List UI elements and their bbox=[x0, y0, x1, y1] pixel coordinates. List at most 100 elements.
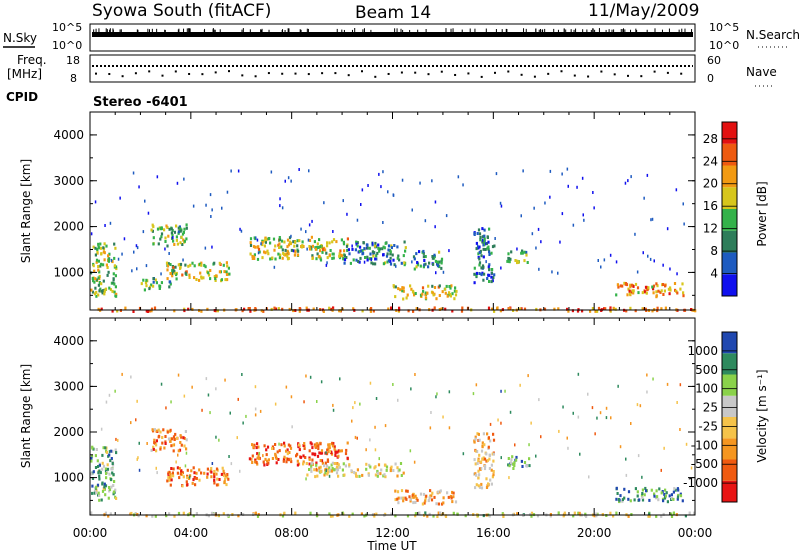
heatmap-cell bbox=[331, 444, 335, 448]
heatmap-cell bbox=[106, 266, 109, 269]
heatmap-cell bbox=[399, 288, 402, 292]
heatmap-cell bbox=[175, 460, 177, 464]
heatmap-cell bbox=[520, 307, 523, 311]
heatmap-cell bbox=[489, 478, 492, 482]
heatmap-cell bbox=[348, 252, 351, 256]
heatmap-cell bbox=[160, 226, 163, 230]
heatmap-cell bbox=[97, 283, 100, 287]
heatmap-cell bbox=[476, 244, 479, 248]
heatmap-cell bbox=[332, 230, 334, 233]
heatmap-cell bbox=[531, 232, 534, 236]
heatmap-cell bbox=[636, 270, 639, 274]
heatmap-cell bbox=[585, 514, 588, 518]
heatmap-cell bbox=[344, 452, 348, 456]
heatmap-cell bbox=[106, 273, 109, 277]
colorbar-tick-label: -25 bbox=[698, 419, 718, 433]
heatmap-cell bbox=[249, 241, 252, 245]
heatmap-cell bbox=[445, 284, 448, 288]
heatmap-cell bbox=[488, 467, 491, 470]
colorbar-tick-label: 100 bbox=[695, 382, 718, 396]
heatmap-cell bbox=[526, 261, 529, 264]
heatmap-cell bbox=[266, 249, 269, 253]
heatmap-cell bbox=[428, 261, 431, 265]
heatmap-cell bbox=[121, 372, 123, 376]
heatmap-cell bbox=[493, 273, 496, 277]
heatmap-cell bbox=[191, 307, 194, 311]
heatmap-cell bbox=[354, 248, 357, 252]
heatmap-cell bbox=[282, 251, 285, 255]
heatmap-cell bbox=[516, 247, 518, 251]
heatmap-cell bbox=[378, 247, 381, 251]
heatmap-cell bbox=[559, 240, 561, 244]
heatmap-cell bbox=[487, 273, 490, 277]
heatmap-cell bbox=[373, 244, 377, 248]
heatmap-cell bbox=[314, 475, 317, 479]
heatmap-cell bbox=[609, 511, 612, 515]
heatmap-cell bbox=[442, 415, 444, 419]
heatmap-cell bbox=[111, 471, 114, 475]
heatmap-cell bbox=[480, 486, 484, 490]
heatmap-cell bbox=[483, 234, 486, 238]
heatmap-cell bbox=[482, 247, 485, 251]
heatmap-cell bbox=[419, 181, 421, 185]
heatmap-cell bbox=[371, 241, 374, 245]
heatmap-cell bbox=[365, 462, 368, 466]
heatmap-cell bbox=[416, 261, 419, 264]
heatmap-cell bbox=[430, 498, 434, 502]
heatmap-cell bbox=[310, 469, 313, 473]
heatmap-cell bbox=[254, 385, 257, 389]
heatmap-cell bbox=[605, 406, 608, 410]
heatmap-cell bbox=[399, 462, 403, 465]
heatmap-cell bbox=[110, 485, 113, 489]
heatmap-cell bbox=[189, 263, 192, 267]
heatmap-cell bbox=[176, 242, 179, 246]
velocity-colorbar-label: Velocity [m s⁻¹] bbox=[755, 369, 769, 462]
heatmap-cell bbox=[669, 286, 672, 290]
heatmap-cell bbox=[305, 306, 308, 310]
heatmap-cell bbox=[361, 309, 364, 313]
heatmap-cell bbox=[147, 211, 150, 215]
heatmap-cell bbox=[277, 252, 280, 256]
heatmap-cell bbox=[97, 276, 100, 280]
heatmap-cell bbox=[481, 240, 484, 244]
heatmap-cell bbox=[326, 261, 328, 265]
heatmap-cell bbox=[332, 238, 336, 242]
heatmap-cell bbox=[287, 243, 291, 247]
heatmap-cell bbox=[143, 288, 146, 292]
heatmap-cell bbox=[179, 472, 182, 476]
heatmap-cell bbox=[168, 478, 171, 482]
heatmap-cell bbox=[195, 278, 198, 281]
heatmap-cell bbox=[117, 257, 120, 261]
heatmap-cell bbox=[325, 451, 327, 455]
heatmap-cell bbox=[215, 387, 217, 391]
heatmap-cell bbox=[335, 465, 339, 469]
heatmap-cell bbox=[416, 263, 419, 267]
heatmap-cell bbox=[104, 287, 108, 291]
heatmap-cell bbox=[142, 278, 145, 282]
heatmap-cell bbox=[563, 511, 566, 515]
heatmap-cell bbox=[159, 446, 162, 449]
heatmap-cell bbox=[477, 469, 480, 473]
heatmap-cell bbox=[320, 451, 324, 455]
heatmap-cell bbox=[644, 486, 647, 490]
heatmap-cell bbox=[392, 469, 395, 472]
heatmap-cell bbox=[326, 244, 329, 248]
heatmap-cell bbox=[109, 221, 112, 225]
nave-dot bbox=[400, 71, 403, 74]
heatmap-cell bbox=[651, 309, 654, 313]
heatmap-cell bbox=[668, 292, 671, 296]
heatmap-cell bbox=[157, 242, 160, 246]
heatmap-cell bbox=[152, 236, 155, 240]
heatmap-cell bbox=[319, 258, 323, 262]
heatmap-cell bbox=[383, 246, 386, 250]
heatmap-cell bbox=[175, 238, 178, 242]
x-tick-label: 00:00 bbox=[73, 526, 108, 540]
heatmap-cell bbox=[679, 287, 682, 291]
heatmap-cell bbox=[286, 249, 289, 253]
colorbar-tick-label: 20 bbox=[703, 177, 718, 191]
heatmap-cell bbox=[175, 273, 178, 277]
nave-dot bbox=[281, 72, 284, 75]
heatmap-cell bbox=[413, 460, 416, 464]
heatmap-cell bbox=[91, 477, 95, 480]
heatmap-cell bbox=[442, 496, 445, 500]
